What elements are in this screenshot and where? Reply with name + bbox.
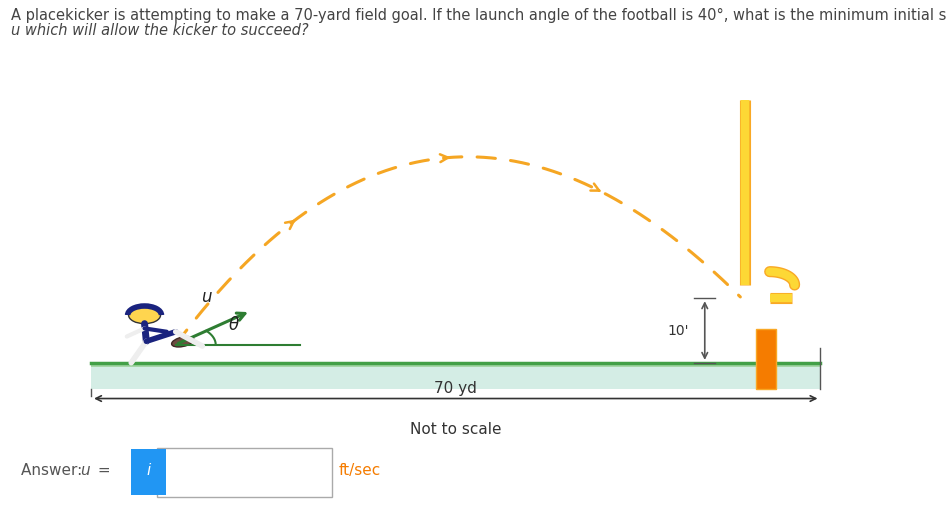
Text: 10': 10' [667, 324, 689, 337]
Text: Answer:: Answer: [21, 464, 87, 478]
Text: u: u [80, 464, 90, 478]
FancyBboxPatch shape [157, 447, 332, 497]
Bar [91, 363, 820, 389]
Text: ft/sec: ft/sec [339, 464, 381, 478]
Ellipse shape [171, 336, 194, 347]
Text: =: = [93, 464, 115, 478]
Text: A placekicker is attempting to make a 70-yard field goal. If the launch angle of: A placekicker is attempting to make a 70… [11, 8, 946, 23]
Text: 70 yd: 70 yd [434, 381, 477, 396]
Text: u: u [201, 287, 212, 306]
Text: Not to scale: Not to scale [410, 422, 501, 437]
Text: i: i [147, 464, 150, 478]
Bar [91, 363, 820, 367]
Text: θ: θ [228, 316, 238, 334]
Circle shape [129, 307, 161, 324]
Bar [757, 329, 776, 389]
FancyBboxPatch shape [131, 449, 166, 495]
Text: u which will allow the kicker to succeed?: u which will allow the kicker to succeed… [11, 23, 309, 38]
